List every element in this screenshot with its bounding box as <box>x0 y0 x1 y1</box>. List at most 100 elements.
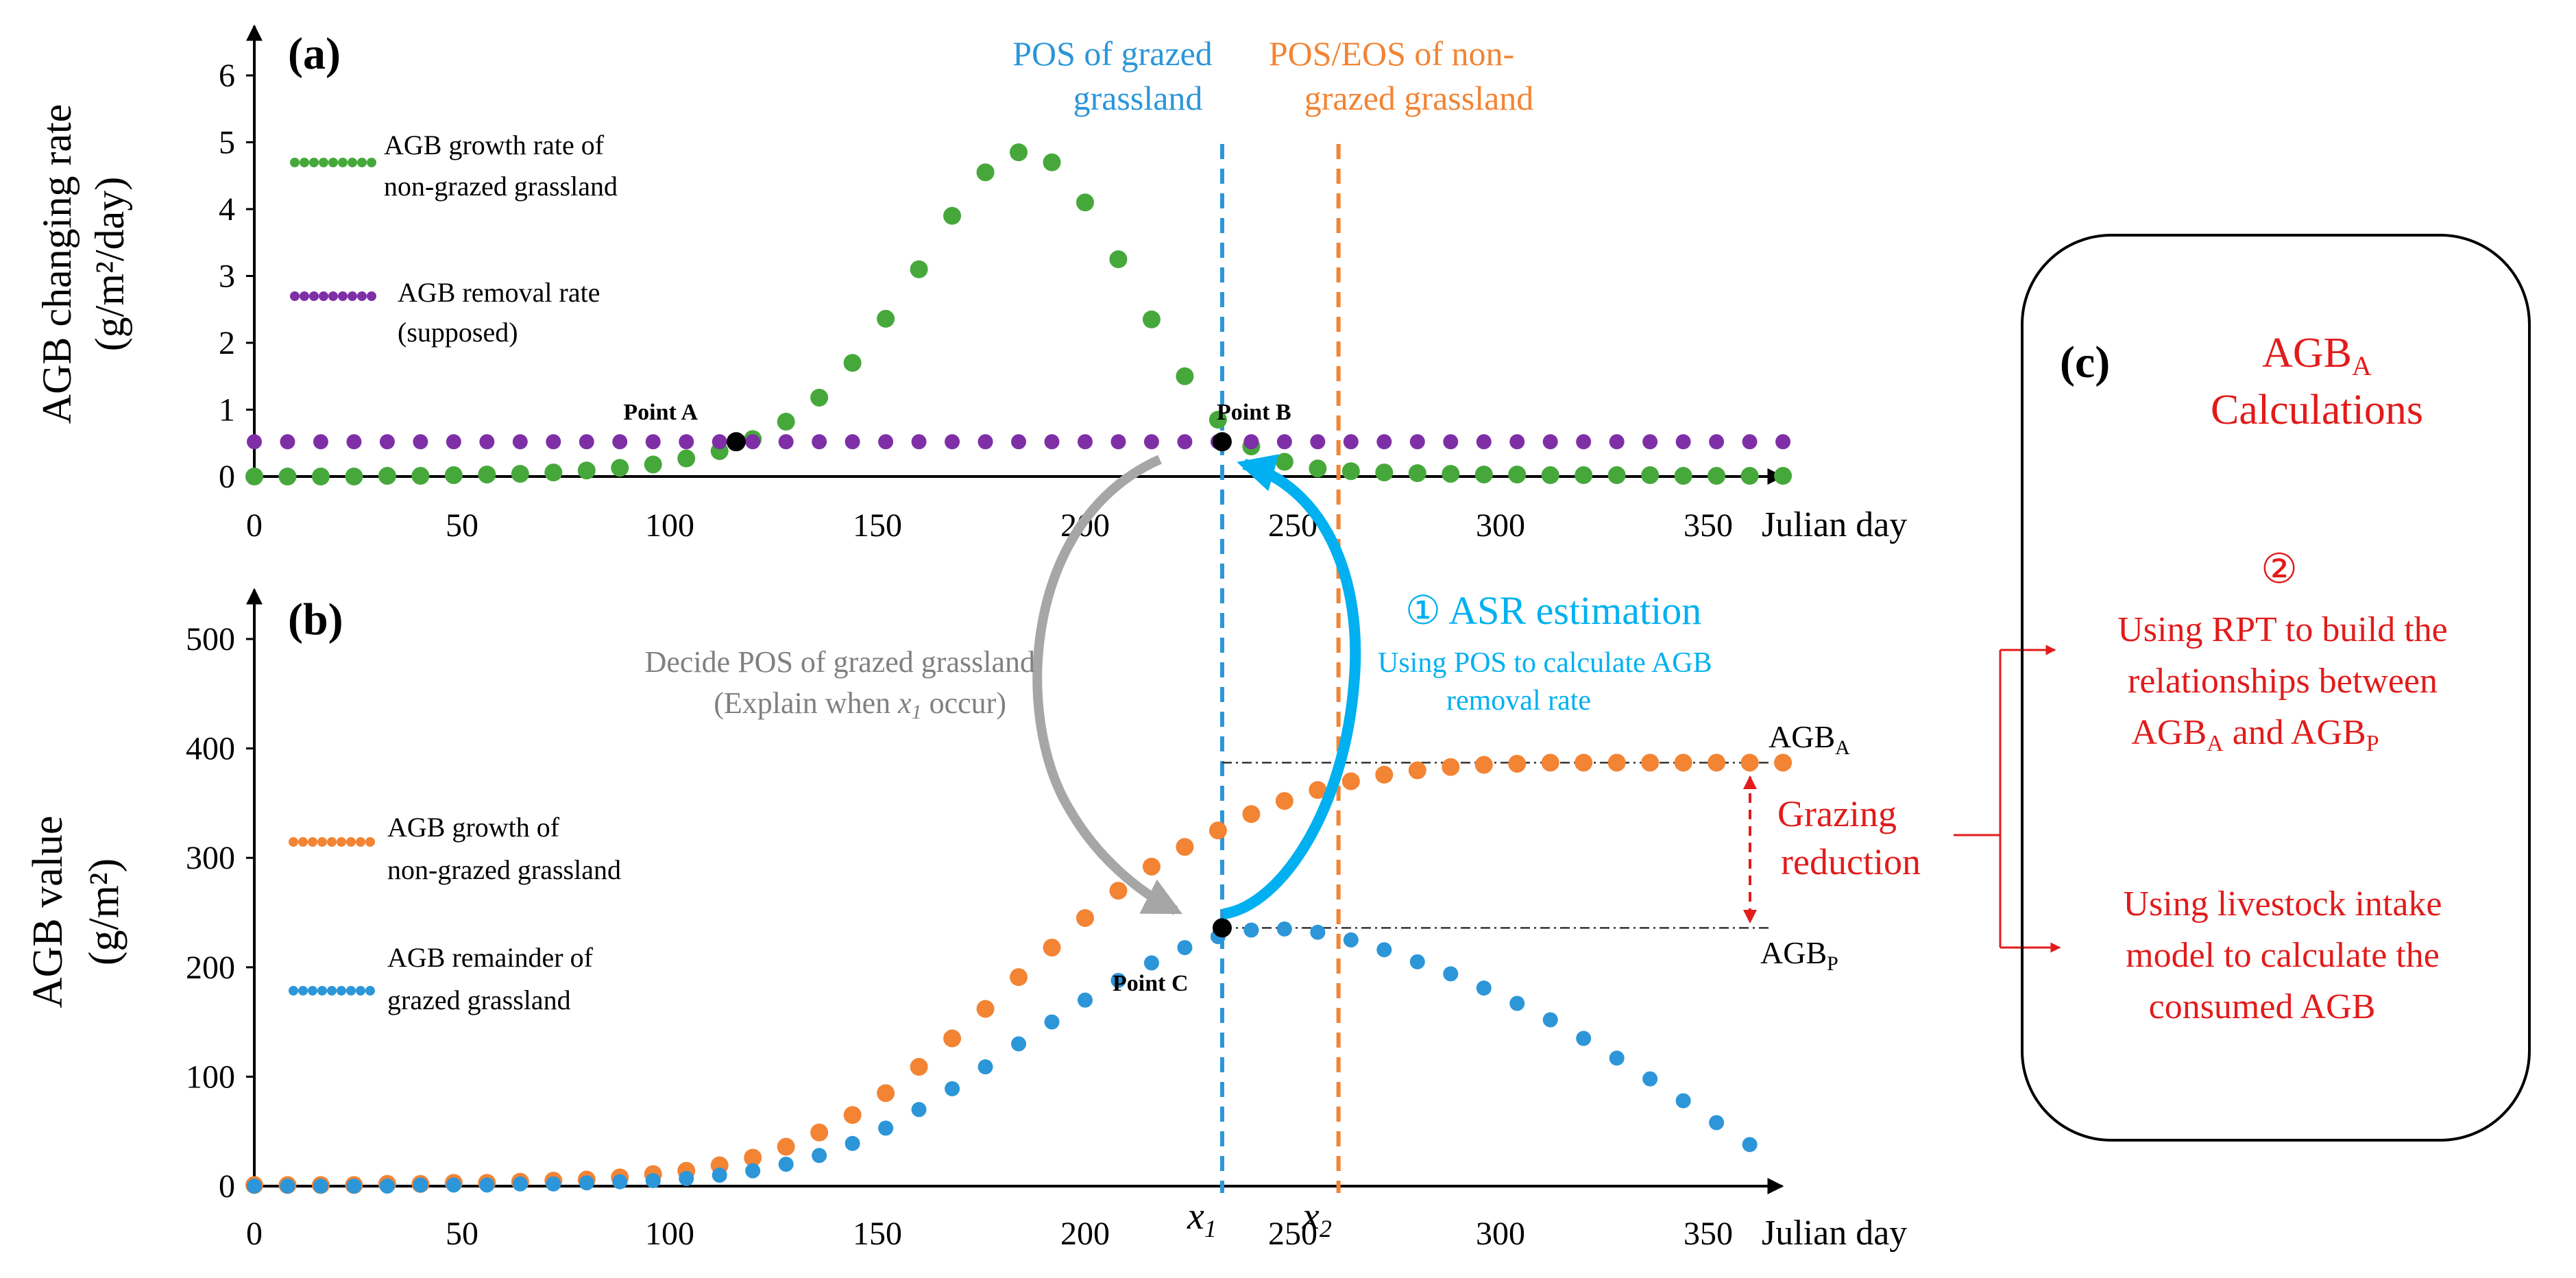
data-point <box>1541 466 1559 485</box>
data-point <box>1542 434 1558 450</box>
panel-c-title-line1: AGBA <box>2262 330 2372 381</box>
legend-dot <box>348 158 357 167</box>
x-tick-label: 0 <box>246 1216 263 1252</box>
legend-dot <box>308 837 317 847</box>
legend-dot <box>365 837 375 847</box>
data-point <box>845 1135 860 1151</box>
data-point <box>479 1177 495 1193</box>
legend-dot <box>337 837 346 847</box>
point-a-label: Point A <box>623 400 698 425</box>
data-point <box>1641 753 1660 772</box>
data-point <box>644 455 662 474</box>
data-point <box>1343 434 1359 450</box>
y-tick-label: 2 <box>219 325 235 361</box>
legend-dot <box>357 158 367 167</box>
data-point <box>1709 434 1725 450</box>
data-point <box>911 434 927 450</box>
legend-removal-rate-line1: AGB removal rate <box>398 277 600 308</box>
data-point <box>1076 908 1094 927</box>
legend-growth-line1: AGB growth of <box>387 812 560 843</box>
data-point <box>878 1120 894 1136</box>
point-c-label: Point C <box>1113 971 1189 996</box>
legend-dot <box>319 291 328 301</box>
data-point <box>1474 756 1493 774</box>
data-point <box>1010 968 1028 987</box>
panel-c-title-line2: Calculations <box>2211 387 2423 433</box>
data-point <box>1341 462 1360 481</box>
decide-pos-arrow <box>1032 455 1182 915</box>
x-tick-label: 300 <box>1476 1216 1525 1252</box>
data-point <box>810 1123 829 1142</box>
legend-dot <box>290 291 300 301</box>
legend-orange-marker <box>289 837 375 847</box>
data-point <box>612 434 628 450</box>
data-point <box>1409 954 1425 969</box>
x-tick-label: 350 <box>1684 1216 1733 1252</box>
data-point <box>877 1084 895 1102</box>
data-point <box>1609 434 1625 450</box>
data-point <box>1109 882 1128 900</box>
x-tick-label: 200 <box>1060 1216 1110 1252</box>
data-point <box>1709 1115 1725 1131</box>
panel-a-x-ticks: 0 50 100 150 200 250 300 350 <box>246 507 1733 544</box>
data-point <box>1476 980 1492 996</box>
data-point <box>1443 966 1459 982</box>
legend-dot <box>319 158 328 167</box>
data-point <box>1043 939 1061 957</box>
data-point <box>1774 753 1793 772</box>
data-point <box>1176 367 1194 385</box>
panel-a-label: (a) <box>288 29 341 79</box>
legend-dot <box>346 837 356 847</box>
y-tick-label: 3 <box>219 258 235 295</box>
data-point <box>1674 753 1692 772</box>
legend-dot <box>309 291 319 301</box>
data-point <box>877 309 895 328</box>
panel-b-ylabel-line2: (g/m²) <box>81 858 127 965</box>
data-point <box>413 1177 428 1193</box>
panel-c-box <box>2021 234 2531 1142</box>
series-growth-nongrazed <box>245 753 1793 1194</box>
data-point <box>1309 459 1327 478</box>
data-point <box>777 1137 795 1156</box>
panel-b-axes: 0 100 200 300 400 500 0 50 100 150 200 250 300 350 <box>186 588 1784 1252</box>
legend-dot <box>289 837 298 847</box>
legend-dot <box>298 837 308 847</box>
y-tick-label: 500 <box>186 621 235 658</box>
data-point <box>910 260 928 278</box>
data-point <box>1043 153 1061 171</box>
legend-dot <box>337 986 346 996</box>
series-removal-rate <box>247 434 1791 450</box>
data-point <box>1708 753 1726 772</box>
data-point <box>976 1000 995 1018</box>
legend-dot <box>308 986 317 996</box>
data-point <box>346 434 362 450</box>
data-point <box>1443 434 1459 450</box>
data-point <box>677 449 696 468</box>
data-point <box>1576 1030 1592 1046</box>
data-point <box>512 1176 528 1192</box>
data-point <box>812 1148 827 1164</box>
panel-b-y-ticks: 0 100 200 300 400 500 <box>186 621 254 1205</box>
data-point <box>943 206 962 225</box>
legend-dot <box>300 158 309 167</box>
y-tick-label: 100 <box>186 1059 235 1095</box>
data-point <box>245 468 263 485</box>
legend-blue-marker <box>289 986 375 996</box>
y-tick-label: 0 <box>219 459 235 495</box>
decide-pos-line2: (Explain when x1 occur) <box>714 686 1006 723</box>
data-point <box>579 434 594 450</box>
data-point <box>247 434 262 450</box>
data-point <box>1442 758 1460 776</box>
point-b-label: Point B <box>1217 400 1291 425</box>
data-point <box>1143 434 1159 450</box>
legend-growth-rate-line1: AGB growth rate of <box>384 130 605 160</box>
legend-dot <box>348 291 357 301</box>
legend-dot <box>300 291 309 301</box>
grazing-reduction-line1: Grazing <box>1777 793 1897 834</box>
data-point <box>544 463 563 482</box>
data-point <box>1774 467 1793 485</box>
data-point <box>1476 434 1492 450</box>
data-point <box>1275 792 1293 810</box>
panel-a-legend: AGB growth rate of non-grazed grassland … <box>290 130 618 348</box>
x-tick-label: 150 <box>853 1216 902 1252</box>
